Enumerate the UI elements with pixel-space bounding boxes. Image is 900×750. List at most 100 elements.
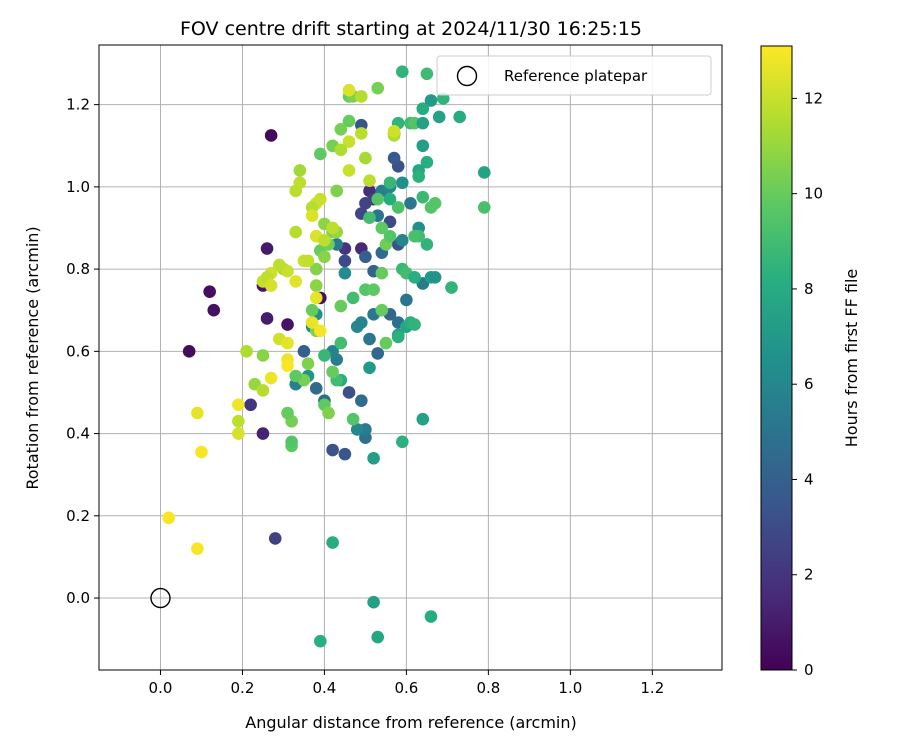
x-axis-ticks: 0.0 0.2 0.4 0.6 0.8 1.0 1.2 [149, 670, 664, 697]
data-point [326, 365, 339, 379]
x-tick-label: 0.4 [312, 679, 336, 697]
data-point [383, 176, 397, 190]
data-point [256, 384, 270, 397]
data-point [379, 336, 393, 350]
data-point [195, 445, 208, 459]
colorbar: 0 2 4 6 8 10 12 Hours from first FF file [760, 45, 861, 679]
x-axis-label: Angular distance from reference (arcmin) [245, 713, 576, 732]
data-point [453, 110, 466, 124]
y-tick-label: 1.0 [66, 178, 90, 196]
data-point [314, 192, 327, 206]
data-point [334, 336, 348, 350]
legend-reference-marker [456, 65, 478, 87]
data-point [408, 318, 421, 331]
data-point [232, 398, 245, 412]
data-point [355, 394, 368, 407]
data-point [293, 164, 307, 177]
data-point [346, 412, 360, 426]
data-point [305, 303, 319, 317]
data-point [416, 190, 430, 204]
data-point [203, 285, 216, 299]
data-point [330, 184, 344, 198]
data-point [240, 345, 253, 358]
data-point [396, 234, 409, 247]
data-point [416, 412, 430, 426]
data-point [281, 336, 294, 350]
data-point [371, 347, 385, 360]
data-point [318, 250, 331, 264]
data-point [309, 382, 323, 395]
data-point [371, 81, 385, 95]
data-point [334, 122, 348, 136]
data-point [408, 271, 421, 284]
data-point [342, 135, 356, 148]
data-point [355, 127, 368, 140]
data-point [408, 229, 421, 243]
data-point [338, 447, 352, 461]
data-point [264, 279, 278, 292]
data-point [289, 275, 303, 288]
data-point [371, 630, 385, 644]
data-point [281, 406, 294, 420]
data-point [314, 324, 327, 338]
data-point [363, 174, 376, 187]
y-tick-label: 1.2 [66, 96, 90, 114]
data-point [191, 406, 204, 420]
legend-box [436, 55, 712, 96]
data-point [375, 266, 389, 280]
data-point [318, 349, 331, 362]
data-point [416, 102, 430, 116]
data-point [477, 166, 491, 179]
data-point [367, 451, 380, 465]
y-tick-label: 0.6 [66, 342, 90, 360]
y-tick-label: 0.4 [66, 425, 90, 443]
data-point [326, 221, 339, 235]
data-point [424, 94, 438, 107]
data-point [359, 151, 372, 165]
data-point [256, 427, 270, 440]
data-point [314, 634, 327, 648]
y-tick-label: 0.0 [66, 589, 90, 607]
data-point [182, 345, 196, 358]
colorbar-tick-label: 0 [804, 661, 814, 679]
y-tick-label: 0.8 [66, 260, 90, 278]
data-point [314, 147, 327, 161]
data-point [281, 359, 294, 373]
data-point [387, 151, 401, 165]
data-point [428, 197, 442, 210]
data-point [383, 229, 397, 243]
data-point [375, 221, 389, 235]
data-point [367, 283, 380, 296]
x-tick-label: 1.2 [640, 679, 664, 697]
plot-frame [98, 44, 723, 671]
y-tick-label: 0.2 [66, 507, 90, 525]
data-point [359, 197, 372, 210]
reference-marker [150, 587, 171, 609]
data-point [268, 532, 282, 545]
legend: Reference platepar [436, 55, 712, 96]
data-point [375, 303, 389, 317]
data-point [334, 143, 348, 157]
data-point [391, 330, 405, 344]
data-point [416, 116, 430, 130]
data-point [396, 176, 409, 190]
y-axis-ticks: 0.0 0.2 0.4 0.6 0.8 1.0 1.2 [66, 96, 99, 607]
data-point [412, 170, 425, 183]
data-point [338, 254, 352, 268]
data-point [260, 242, 274, 255]
data-point [285, 435, 298, 449]
colorbar-tick-label: 8 [804, 280, 814, 298]
y-axis-label: Rotation from reference (arcmin) [23, 226, 42, 489]
data-point [232, 414, 245, 428]
data-point [350, 423, 364, 436]
data-point [396, 65, 409, 79]
data-point [273, 258, 286, 272]
data-point [305, 209, 319, 222]
data-point [207, 303, 221, 317]
data-point [404, 197, 417, 210]
data-point [445, 281, 458, 294]
data-point [264, 129, 278, 142]
data-point [383, 192, 397, 206]
data-point [260, 312, 274, 325]
data-point [191, 542, 204, 556]
